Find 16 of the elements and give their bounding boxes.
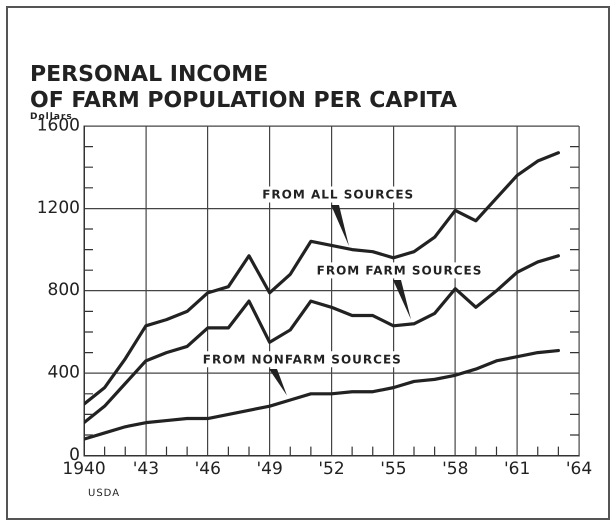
text: USDA xyxy=(88,488,120,499)
y-tick-label: 1200 xyxy=(36,198,80,218)
x-tick-label: '49 xyxy=(256,459,283,480)
y-tick-label: 400 xyxy=(48,362,80,383)
x-tick-label: '64 xyxy=(566,459,592,480)
y-tick-label: 800 xyxy=(48,280,80,300)
x-tick-label: '46 xyxy=(194,459,221,480)
chart-title: PERSONAL INCOME OF FARM POPULATION PER CAPITA xyxy=(30,62,458,113)
x-tick-label: '52 xyxy=(318,459,345,480)
x-tick-label: '43 xyxy=(132,459,160,480)
x-tick-label: '58 xyxy=(442,459,468,480)
x-tick-label: '61 xyxy=(504,459,530,480)
series-label: FROM NONFARM SOURCES xyxy=(202,352,402,366)
text: FROM ALL SOURCES xyxy=(262,188,414,202)
series-label: FROM FARM SOURCES xyxy=(316,263,482,278)
x-tick-label: '55 xyxy=(380,459,407,480)
